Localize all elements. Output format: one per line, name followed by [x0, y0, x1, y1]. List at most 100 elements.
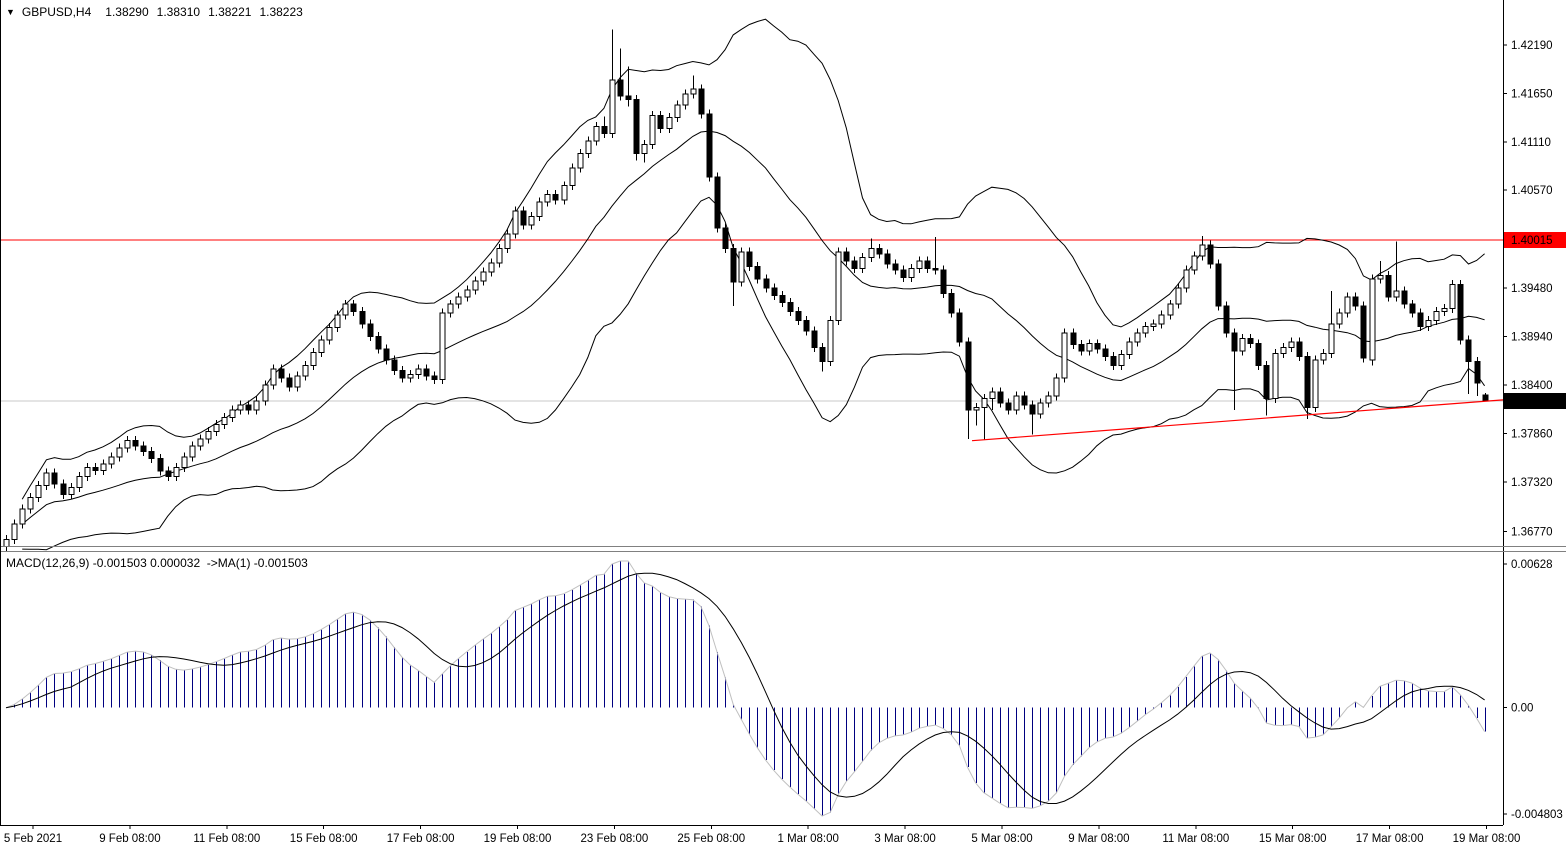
bear-candle-body: [140, 445, 147, 452]
macd-axis-label: 0.00: [1511, 703, 1533, 715]
bull-candle-body: [213, 424, 220, 433]
bear-candle-body: [851, 260, 858, 269]
bear-candle-body: [431, 375, 438, 381]
time-axis-label: 15 Mar 08:00: [1259, 833, 1327, 845]
bear-candle-body: [1078, 344, 1085, 352]
bear-candle-body: [1457, 283, 1464, 341]
bear-candle-body: [698, 88, 705, 115]
price-axis-label: 1.38940: [1511, 332, 1553, 344]
bull-candle-body: [536, 201, 543, 217]
macd-envelope-line: [5, 560, 1486, 817]
bear-candle-body: [1231, 332, 1238, 352]
bull-candle-body: [334, 314, 341, 329]
bear-candle-body: [1304, 355, 1311, 408]
bear-candle-body: [383, 348, 390, 361]
bollinger-middle-band: [21, 130, 1485, 525]
bull-candle-body: [318, 339, 325, 354]
bull-candle-body: [1393, 290, 1400, 298]
bull-candle-body: [189, 445, 196, 458]
bear-candle-body: [359, 310, 366, 325]
bull-candle-body: [1441, 308, 1448, 312]
bull-candle-body: [472, 280, 479, 291]
bull-candle-body: [1425, 319, 1432, 328]
bear-candle-body: [367, 323, 374, 338]
bar-close-value: 1.38223: [259, 5, 303, 19]
level-lines[interactable]: [0, 239, 1503, 402]
bull-candle-body: [916, 260, 923, 269]
bear-candle-body: [876, 248, 883, 255]
bull-candle-body: [342, 303, 349, 316]
bull-candle-body: [827, 319, 834, 363]
bull-candle-body: [981, 398, 988, 408]
bear-candle-body: [617, 79, 624, 97]
bull-candle-body: [181, 456, 188, 469]
bear-candle-body: [763, 278, 770, 289]
bull-candle-body: [439, 312, 446, 381]
bull-candle-body: [43, 472, 50, 487]
time-axis-label: 9 Feb 08:00: [99, 833, 160, 845]
bull-candle-body: [270, 368, 277, 386]
bear-candle-body: [552, 194, 559, 201]
time-axis-label: 17 Mar 08:00: [1356, 833, 1424, 845]
bear-candle-body: [706, 113, 713, 178]
bear-candle-body: [1021, 395, 1028, 406]
macd-axis-label: 0.00628: [1511, 559, 1553, 571]
bull-candle-body: [512, 210, 519, 235]
bear-candle-body: [1360, 305, 1367, 359]
bull-candle-body: [528, 215, 535, 226]
bull-candle-body: [310, 352, 317, 366]
bull-candle-body: [11, 523, 18, 540]
bear-candle-body: [900, 269, 907, 278]
bull-candle-body: [1126, 341, 1133, 356]
bull-candle-body: [544, 194, 551, 203]
bull-candle-body: [262, 384, 269, 402]
bull-candle-body: [1013, 395, 1020, 411]
bull-candle-body: [415, 368, 422, 375]
bear-candle-body: [1005, 402, 1012, 411]
bar-high-value: 1.38310: [156, 5, 201, 19]
candlestick-series: [3, 29, 1489, 552]
bar-low-value: 1.38221: [208, 5, 252, 19]
bear-candle-body: [601, 125, 608, 135]
bull-candle-body: [1344, 296, 1351, 314]
bull-candle-body: [84, 467, 91, 478]
bull-candle-body: [1142, 326, 1149, 334]
bull-candle-body: [1369, 278, 1376, 361]
bull-candle-body: [1134, 332, 1141, 343]
bear-candle-body: [843, 251, 850, 262]
bear-candle-body: [1110, 355, 1117, 366]
bull-candle-body: [690, 88, 697, 95]
current-price-badge: 1.38223: [1504, 392, 1566, 409]
bull-candle-body: [455, 296, 462, 305]
bull-candle-body: [989, 391, 996, 400]
bear-candle-body: [1465, 339, 1472, 363]
bull-candle-body: [1199, 244, 1206, 257]
bear-candle-body: [795, 310, 802, 321]
bull-candle-body: [1328, 323, 1335, 355]
bull-candle-body: [1239, 337, 1246, 352]
bull-candle-body: [1288, 341, 1295, 348]
trendline[interactable]: [971, 399, 1504, 442]
price-axis-label: 1.39480: [1511, 283, 1553, 295]
bull-candle-body: [221, 416, 228, 426]
bear-candle-body: [657, 115, 664, 129]
bear-candle-body: [132, 440, 139, 447]
time-axis-label: 5 Feb 2021: [4, 833, 62, 845]
support-trendline[interactable]: [971, 399, 1504, 442]
bear-candle-body: [148, 450, 155, 460]
bull-candle-body: [326, 327, 333, 341]
symbol-dropdown-icon[interactable]: ▼: [6, 7, 15, 17]
bull-candle-body: [593, 125, 600, 142]
bear-candle-body: [92, 467, 99, 471]
bull-candle-body: [19, 508, 26, 525]
bear-candle-body: [1247, 337, 1254, 345]
time-axis-label: 1 Mar 08:00: [778, 833, 839, 845]
bull-candle-body: [1150, 323, 1157, 328]
bull-candle-body: [973, 406, 980, 411]
bull-candle-body: [1175, 287, 1182, 305]
bull-candle-body: [1183, 269, 1190, 289]
time-axis-label: 5 Mar 08:00: [971, 833, 1032, 845]
